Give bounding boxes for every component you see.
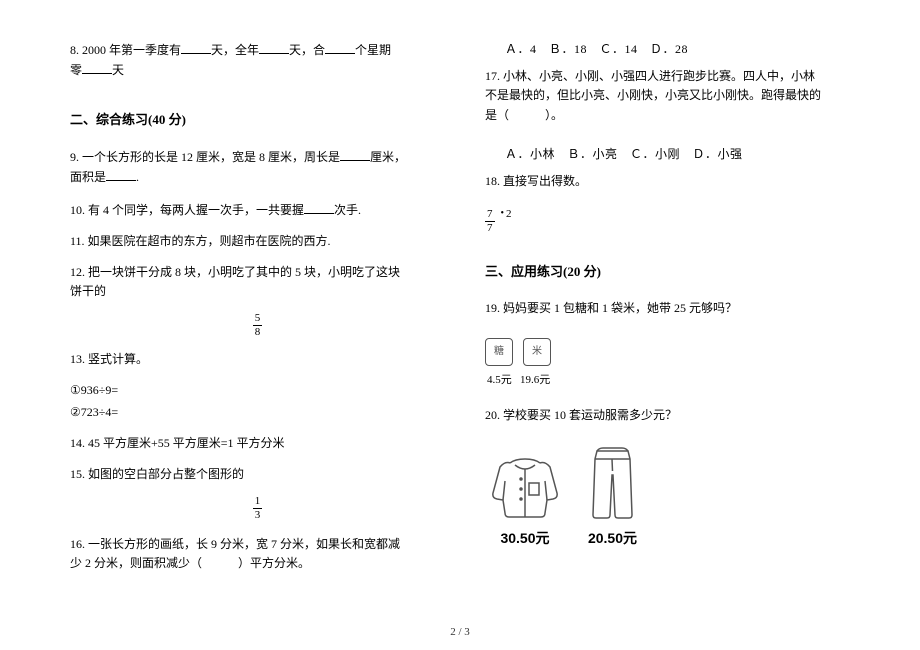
clothes-row: 30.50元 20.50元 xyxy=(485,445,860,549)
q10-text: 10. 有 4 个同学，每两人握一次手，一共要握 xyxy=(70,203,304,217)
question-13a: ①936÷9= xyxy=(70,381,445,400)
product-row: 糖 米 xyxy=(485,338,860,366)
fraction-numerator: 5 xyxy=(253,313,263,326)
mult-value: 2 xyxy=(506,206,512,224)
blank xyxy=(82,60,112,74)
fraction-equation: 7 7 • 2 xyxy=(485,209,860,234)
q12-text: 12. 把一块饼干分成 8 块，小明吃了其中的 5 块，小明吃了这块 xyxy=(70,263,445,282)
q8-text: 天，合 xyxy=(289,43,325,57)
pants-item: 20.50元 xyxy=(585,445,640,549)
q17-text: 17. 小林、小亮、小刚、小强四人进行跑步比赛。四人中，小林 xyxy=(485,67,860,86)
jacket-item: 30.50元 xyxy=(485,453,565,549)
question-17: 17. 小林、小亮、小刚、小强四人进行跑步比赛。四人中，小林 不是最快的，但比小… xyxy=(485,67,860,125)
mult-dot: • xyxy=(501,206,505,222)
q8-text: 8. 2000 年第一季度有 xyxy=(70,43,181,57)
question-9: 9. 一个长方形的长是 12 厘米，宽是 8 厘米，周长是 厘米， 面积是. xyxy=(70,147,445,187)
question-18: 18. 直接写出得数。 xyxy=(485,172,860,191)
section-2-heading: 二、综合练习(40 分) xyxy=(70,110,445,131)
fraction-denominator: 7 xyxy=(487,222,493,234)
q17-text: 是（ ）。 xyxy=(485,106,860,125)
blank xyxy=(340,147,370,161)
rice-price: 19.6元 xyxy=(520,374,550,386)
q9-text: 9. 一个长方形的长是 12 厘米，宽是 8 厘米，周长是 xyxy=(70,150,340,164)
q17-text: 不是最快的，但比小亮、小刚快，小亮又比小刚快。跑得最快的 xyxy=(485,86,860,105)
rice-box-icon: 米 xyxy=(523,338,551,366)
section-3-heading: 三、应用练习(20 分) xyxy=(485,262,860,283)
product-prices: 4.5元 19.6元 xyxy=(487,372,860,390)
candy-price: 4.5元 xyxy=(487,374,512,386)
question-15: 15. 如图的空白部分占整个图形的 xyxy=(70,465,445,484)
question-19: 19. 妈妈要买 1 包糖和 1 袋米，她带 25 元够吗？ xyxy=(485,299,860,318)
pants-icon xyxy=(585,445,640,523)
candy-box-icon: 糖 xyxy=(485,338,513,366)
jacket-price: 30.50元 xyxy=(500,527,549,549)
question-20: 20. 学校要买 10 套运动服需多少元？ xyxy=(485,406,860,425)
q9-text: 面积是 xyxy=(70,170,106,184)
left-column: 8. 2000 年第一季度有 天，全年 天，合 个星期 零 天 二、综合练习(40 分)… xyxy=(70,40,445,590)
q16-text: 少 2 分米，则面积减少（ ）平方分米。 xyxy=(70,554,445,573)
page-number: 2 / 3 xyxy=(0,624,920,642)
q12-text: 饼干的 xyxy=(70,282,445,301)
q8-text: 零 xyxy=(70,63,82,77)
blank xyxy=(181,40,211,54)
q8-text: 天，全年 xyxy=(211,43,259,57)
question-11: 11. 如果医院在超市的东方，则超市在医院的西方. xyxy=(70,232,445,251)
blank xyxy=(259,40,289,54)
fraction-numerator: 1 xyxy=(253,496,263,509)
pants-price: 20.50元 xyxy=(588,527,637,549)
fraction-7-7: 7 7 xyxy=(485,209,495,234)
q8-text: 天 xyxy=(112,63,124,77)
question-16: 16. 一张长方形的画纸，长 9 分米，宽 7 分米，如果长和宽都减 少 2 分… xyxy=(70,535,445,573)
fraction-1-3: 1 3 xyxy=(70,496,445,521)
blank xyxy=(106,167,136,181)
question-13: 13. 竖式计算。 xyxy=(70,350,445,369)
fraction-denominator: 3 xyxy=(255,509,261,521)
fraction-numerator: 7 xyxy=(485,209,495,222)
options-17: Ａ．小林 Ｂ．小亮 Ｃ．小刚 Ｄ．小强 xyxy=(505,145,860,164)
question-8: 8. 2000 年第一季度有 天，全年 天，合 个星期 零 天 xyxy=(70,40,445,80)
blank xyxy=(325,40,355,54)
options-16: Ａ．4 Ｂ．18 Ｃ．14 Ｄ．28 xyxy=(505,40,860,59)
fraction-denominator: 8 xyxy=(255,326,261,338)
q10-text: 次手. xyxy=(334,203,361,217)
q16-text: 16. 一张长方形的画纸，长 9 分米，宽 7 分米，如果长和宽都减 xyxy=(70,535,445,554)
question-14: 14. 45 平方厘米+55 平方厘米=1 平方分米 xyxy=(70,434,445,453)
fraction-5-8: 5 8 xyxy=(70,313,445,338)
question-13b: ②723÷4= xyxy=(70,403,445,422)
blank xyxy=(304,200,334,214)
q8-text: 个星期 xyxy=(355,43,391,57)
question-12: 12. 把一块饼干分成 8 块，小明吃了其中的 5 块，小明吃了这块 饼干的 xyxy=(70,263,445,301)
jacket-icon xyxy=(485,453,565,523)
q9-text: 厘米， xyxy=(370,150,406,164)
q9-text: . xyxy=(136,170,139,184)
question-10: 10. 有 4 个同学，每两人握一次手，一共要握 次手. xyxy=(70,200,445,220)
right-column: Ａ．4 Ｂ．18 Ｃ．14 Ｄ．28 17. 小林、小亮、小刚、小强四人进行跑步… xyxy=(485,40,860,590)
